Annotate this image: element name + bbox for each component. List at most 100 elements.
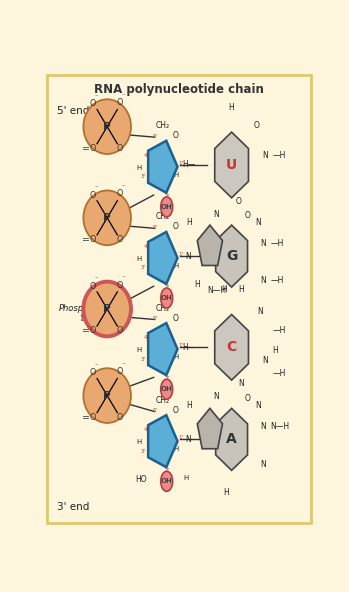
Text: H: H: [136, 165, 142, 170]
Text: U: U: [226, 158, 237, 172]
Text: —H: —H: [273, 326, 286, 336]
Text: CH₂: CH₂: [155, 121, 169, 130]
Text: N: N: [262, 150, 268, 160]
Text: CH₂: CH₂: [155, 213, 169, 221]
Text: ⁻: ⁻: [95, 277, 98, 283]
Text: 4': 4': [144, 427, 149, 432]
Text: H—: H—: [182, 343, 195, 352]
Text: C: C: [227, 340, 237, 354]
Text: OH: OH: [161, 204, 172, 210]
Circle shape: [161, 379, 173, 399]
Text: O: O: [90, 144, 96, 153]
Text: 2': 2': [165, 377, 170, 381]
Text: N: N: [260, 239, 266, 248]
Polygon shape: [215, 132, 248, 198]
Text: O: O: [244, 211, 250, 220]
Text: H: H: [158, 263, 163, 269]
Text: O: O: [117, 235, 123, 244]
Text: ⁻: ⁻: [122, 94, 125, 99]
Text: ⁻: ⁻: [95, 186, 98, 192]
Text: N: N: [260, 276, 266, 285]
Text: =: =: [82, 326, 90, 335]
Text: N: N: [185, 435, 191, 444]
Text: 2': 2': [165, 468, 170, 474]
Text: H: H: [174, 446, 179, 452]
Text: N: N: [260, 423, 266, 432]
Text: N—H: N—H: [270, 423, 289, 432]
Text: Phosphodiester
bond: Phosphodiester bond: [59, 304, 123, 323]
Text: O: O: [117, 144, 123, 153]
Text: 5': 5': [153, 134, 158, 139]
Text: 1': 1': [179, 343, 184, 348]
Text: 2': 2': [165, 194, 170, 199]
Text: O: O: [173, 223, 179, 231]
Circle shape: [161, 288, 173, 308]
Text: OH: OH: [161, 478, 172, 484]
Text: O: O: [90, 326, 96, 335]
Text: N: N: [213, 392, 219, 401]
Text: O: O: [117, 326, 123, 335]
Text: O: O: [89, 282, 96, 291]
Text: 5': 5': [153, 408, 158, 413]
Text: N: N: [238, 379, 244, 388]
Text: 2': 2': [165, 285, 170, 290]
Polygon shape: [215, 314, 248, 380]
Text: O: O: [254, 121, 260, 130]
Polygon shape: [148, 323, 178, 375]
Text: H: H: [194, 279, 200, 288]
Text: H: H: [186, 401, 192, 410]
Text: 1': 1': [179, 160, 184, 166]
Text: OH: OH: [161, 386, 172, 392]
Ellipse shape: [83, 191, 131, 245]
Text: O: O: [116, 189, 122, 198]
Text: N: N: [213, 210, 219, 218]
Text: ⁻: ⁻: [95, 95, 98, 101]
Text: H: H: [221, 285, 227, 294]
Text: N: N: [257, 307, 263, 316]
Text: O: O: [173, 314, 179, 323]
Text: H: H: [223, 488, 229, 497]
Text: 3': 3': [140, 449, 146, 453]
Polygon shape: [216, 225, 247, 287]
Text: 4': 4': [144, 335, 149, 340]
Text: O: O: [116, 367, 122, 376]
Text: O: O: [90, 413, 96, 422]
Text: H: H: [136, 439, 142, 445]
Text: G: G: [226, 249, 237, 263]
Text: N: N: [260, 459, 266, 469]
Polygon shape: [148, 232, 178, 284]
Text: N: N: [262, 356, 268, 365]
Polygon shape: [148, 415, 178, 467]
Text: ⁻: ⁻: [122, 185, 125, 191]
Text: =: =: [82, 144, 90, 153]
Text: ⁻: ⁻: [122, 276, 125, 282]
Text: N: N: [255, 401, 261, 410]
Text: H: H: [186, 217, 192, 227]
Text: CH₂: CH₂: [155, 304, 169, 313]
Text: O: O: [89, 191, 96, 200]
Text: 3' end: 3' end: [57, 502, 90, 512]
Text: O: O: [173, 131, 179, 140]
Text: O: O: [89, 368, 96, 377]
Text: 4': 4': [144, 244, 149, 249]
Text: 5': 5': [153, 225, 158, 230]
Text: —H: —H: [273, 369, 286, 378]
Text: CH₂: CH₂: [155, 395, 169, 405]
Text: N: N: [185, 252, 191, 260]
Text: OH: OH: [161, 295, 172, 301]
Text: H: H: [174, 354, 179, 361]
Text: 4': 4': [144, 153, 149, 158]
Circle shape: [161, 471, 173, 491]
Text: =: =: [82, 235, 90, 244]
Text: RNA polynucleotide chain: RNA polynucleotide chain: [94, 83, 264, 96]
Text: HO: HO: [135, 475, 147, 484]
Text: 3': 3': [140, 265, 146, 271]
Ellipse shape: [83, 282, 131, 336]
Text: 3': 3': [140, 174, 146, 179]
Text: 1': 1': [179, 252, 184, 257]
Ellipse shape: [83, 99, 131, 154]
Text: A: A: [226, 432, 237, 446]
Text: O: O: [89, 99, 96, 108]
Text: H: H: [158, 446, 163, 452]
Text: H: H: [136, 347, 142, 353]
